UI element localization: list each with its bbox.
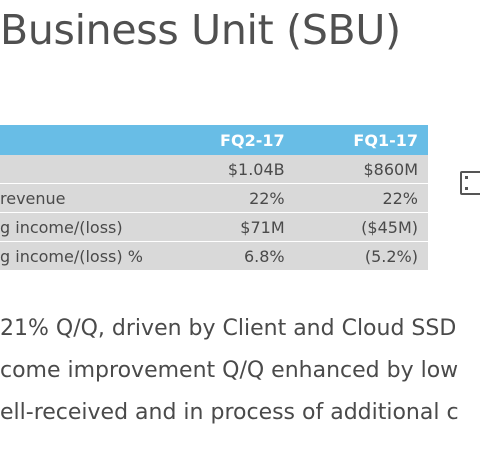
- page-title: Business Unit (SBU): [0, 6, 401, 54]
- table-header-row: FQ2-17 FQ1-17: [0, 125, 428, 155]
- header-fq2-17: FQ2-17: [220, 130, 285, 150]
- row-value-fq2: $71M: [240, 217, 285, 237]
- bullet-line: 21% Q/Q, driven by Client and Cloud SSD: [0, 316, 457, 341]
- row-label: revenue: [0, 188, 66, 208]
- financial-table: FQ2-17 FQ1-17 $1.04B $860M revenue 22% 2…: [0, 125, 428, 271]
- row-value-fq2: 6.8%: [243, 246, 285, 266]
- row-label: [0, 155, 158, 184]
- row-value-fq1: (5.2%): [364, 246, 418, 266]
- table-row: g income/(loss) $71M ($45M): [0, 212, 428, 242]
- bullet-line: come improvement Q/Q enhanced by low: [0, 358, 459, 383]
- row-value-fq1: ($45M): [361, 217, 418, 237]
- table-row: $1.04B $860M: [0, 155, 428, 184]
- row-label: g income/(loss): [0, 217, 123, 237]
- slide-frame-icon: [460, 171, 480, 195]
- row-value-fq1: $860M: [363, 159, 418, 179]
- row-label: g income/(loss) %: [0, 246, 143, 266]
- table-row: revenue 22% 22%: [0, 183, 428, 213]
- row-value-fq2: 22%: [249, 188, 285, 208]
- bullet-line: ell-received and in process of additiona…: [0, 400, 459, 425]
- header-label: [0, 125, 158, 155]
- bullet-list: 21% Q/Q, driven by Client and Cloud SSD …: [0, 308, 480, 434]
- header-fq1-17: FQ1-17: [353, 130, 418, 150]
- row-value-fq1: 22%: [382, 188, 418, 208]
- row-value-fq2: $1.04B: [227, 159, 285, 179]
- table-row: g income/(loss) % 6.8% (5.2%): [0, 241, 428, 271]
